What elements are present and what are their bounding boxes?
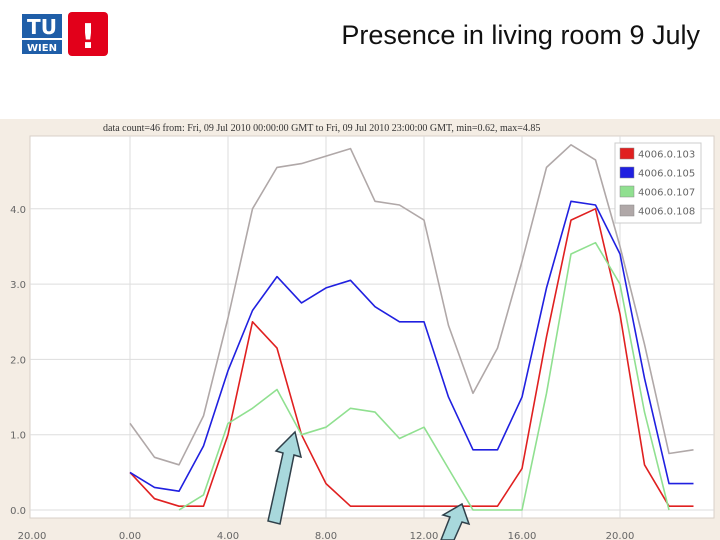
- x-tick-label: 4.00: [217, 531, 239, 540]
- x-tick-label: 8.00: [315, 531, 337, 540]
- series-lines: [129, 143, 694, 511]
- chart-header: data count=46 from: Fri, 09 Jul 2010 00:…: [103, 123, 540, 134]
- presence-line-chart: data count=46 from: Fri, 09 Jul 2010 00:…: [0, 119, 720, 540]
- logo-exclamation-block: [68, 12, 108, 56]
- plot-area: [29, 135, 715, 519]
- legend-swatch: [619, 204, 635, 217]
- x-tick-label: 20.00: [606, 531, 635, 540]
- y-tick-label: 2.0: [10, 355, 26, 366]
- y-tick-labels: 0.0 1.0 2.0 3.0 4.0: [10, 205, 26, 517]
- logo-tu-text: TU: [27, 15, 57, 39]
- x-tick-label: 0.00: [119, 531, 141, 540]
- y-tick-label: 0.0: [10, 506, 26, 517]
- up-arrow-annotation: [440, 502, 471, 540]
- legend-label: 4006.0.107: [638, 188, 695, 199]
- logo-wien-background: [22, 40, 62, 54]
- y-tick-label: 4.0: [10, 205, 26, 216]
- logo-tu-background: [22, 14, 62, 38]
- x-tick-label: 12.00: [410, 531, 439, 540]
- up-arrow-annotation: [267, 430, 303, 525]
- x-tick-label: 16.00: [508, 531, 537, 540]
- legend-label: 4006.0.103: [638, 150, 695, 161]
- chart-area: data count=46 from: Fri, 09 Jul 2010 00:…: [0, 119, 720, 540]
- slide-title: Presence in living room 9 July: [341, 20, 700, 50]
- legend-label: 4006.0.105: [638, 169, 695, 180]
- series-line-4006-0-103: [129, 208, 694, 508]
- logo-wien-text: WIEN: [27, 43, 57, 54]
- legend-swatch: [619, 147, 635, 160]
- logo-exclamation-mark: !: [80, 17, 96, 56]
- series-line-4006-0-105: [129, 200, 694, 493]
- legend-swatch: [619, 166, 635, 179]
- legend: 4006.0.103 4006.0.105 4006.0.107 4006.0.108: [614, 142, 702, 224]
- y-tick-label: 1.0: [10, 431, 26, 442]
- tu-wien-logo: TU WIEN !: [20, 12, 108, 56]
- series-line-4006-0-108: [129, 143, 694, 466]
- legend-label: 4006.0.108: [638, 207, 695, 218]
- x-tick-label: 20.00: [18, 531, 47, 540]
- y-tick-label: 3.0: [10, 280, 26, 291]
- series-line-4006-0-107: [178, 241, 670, 511]
- legend-swatch: [619, 185, 635, 198]
- x-tick-labels: 20.00 0.00 4.00 8.00 12.00 16.00 20.00: [18, 531, 635, 540]
